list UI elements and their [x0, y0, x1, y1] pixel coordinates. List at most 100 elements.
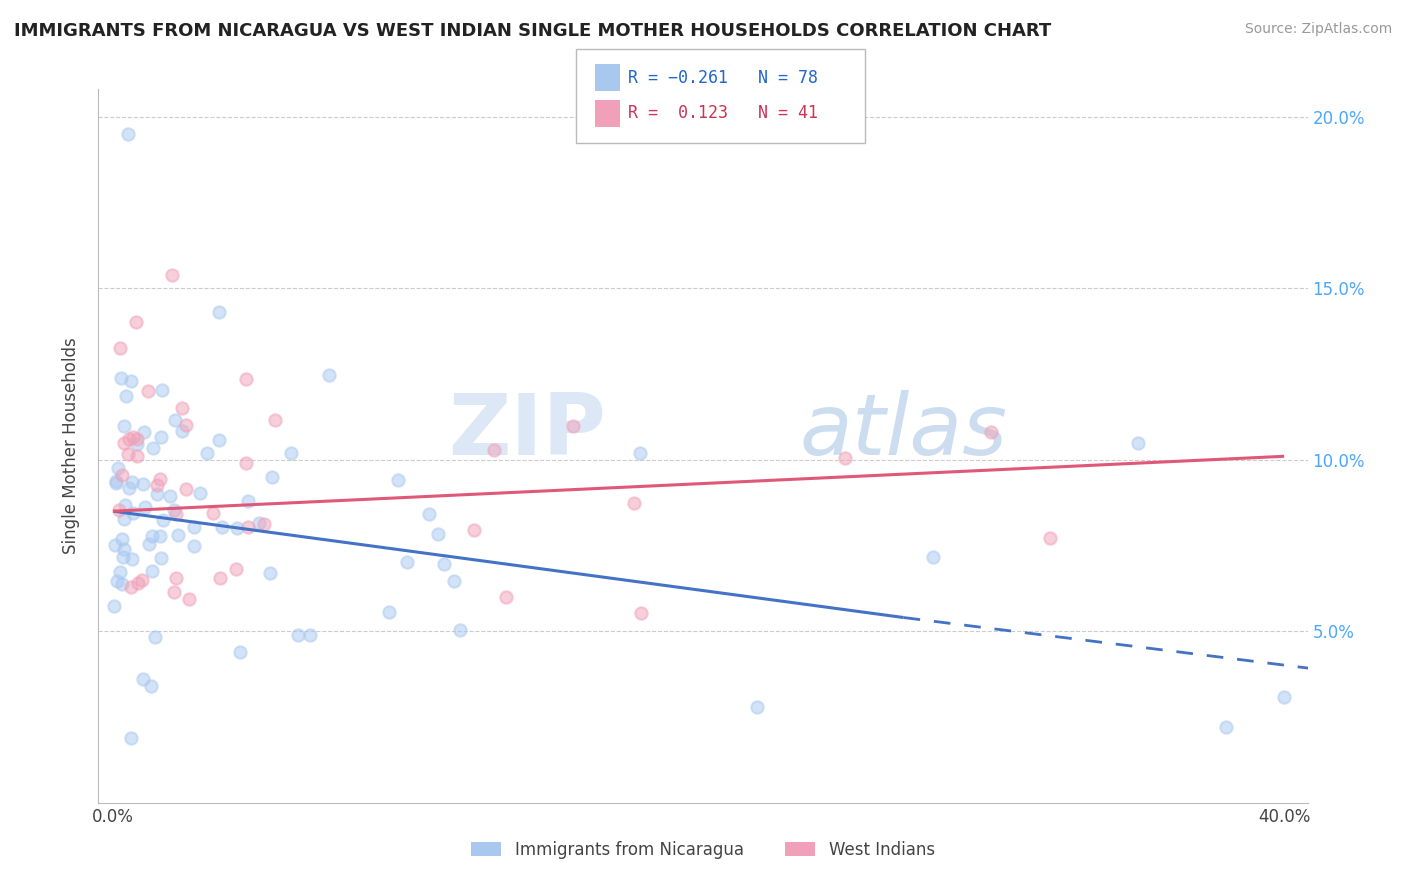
Point — [104, 474, 127, 488]
Point — [108, 565, 131, 579]
Point — [132, 425, 155, 439]
Point — [160, 268, 183, 282]
Point — [377, 605, 399, 619]
Point — [170, 401, 193, 416]
Point — [177, 592, 200, 607]
Text: R = −0.261   N = 78: R = −0.261 N = 78 — [628, 69, 818, 87]
Point — [150, 551, 173, 566]
Point — [628, 445, 651, 459]
Point — [141, 564, 163, 578]
Point — [630, 607, 652, 621]
Point — [111, 577, 134, 591]
Point — [122, 430, 145, 444]
Point — [235, 372, 257, 386]
Text: R =  0.123   N = 41: R = 0.123 N = 41 — [628, 104, 818, 122]
Point — [127, 576, 149, 591]
Point — [443, 574, 465, 588]
Point — [228, 644, 250, 658]
Point — [142, 441, 165, 455]
Text: atlas: atlas — [800, 390, 1008, 474]
Point — [287, 628, 309, 642]
Point — [149, 472, 172, 486]
Point — [163, 584, 186, 599]
Point — [834, 450, 856, 465]
Point — [112, 541, 135, 556]
Point — [107, 502, 129, 516]
Point — [172, 424, 194, 438]
Point — [131, 573, 153, 587]
Point — [117, 127, 139, 141]
Point — [174, 482, 197, 496]
Point — [208, 433, 231, 447]
Legend: Immigrants from Nicaragua, West Indians: Immigrants from Nicaragua, West Indians — [471, 840, 935, 859]
Point — [150, 430, 173, 444]
Point — [107, 460, 129, 475]
Point — [112, 436, 135, 450]
Point — [134, 500, 156, 515]
Point — [132, 476, 155, 491]
Point — [112, 419, 135, 434]
Point — [141, 529, 163, 543]
Point — [174, 418, 197, 433]
Point — [111, 532, 134, 546]
Point — [561, 418, 583, 433]
Point — [980, 425, 1002, 439]
Point — [225, 562, 247, 576]
Point — [1126, 436, 1149, 450]
Point — [463, 524, 485, 538]
Point — [146, 478, 169, 492]
Point — [260, 470, 283, 484]
Point — [118, 481, 141, 495]
Point — [114, 498, 136, 512]
Point — [484, 443, 506, 458]
Point — [127, 433, 149, 447]
Point — [105, 574, 128, 588]
Point — [127, 436, 149, 450]
Point — [236, 494, 259, 508]
Point — [211, 520, 233, 534]
Point — [433, 557, 456, 571]
Point — [387, 473, 409, 487]
Point — [120, 375, 142, 389]
Point — [259, 566, 281, 580]
Point — [921, 549, 943, 564]
Point — [114, 389, 136, 403]
Point — [121, 552, 143, 566]
Point — [183, 539, 205, 553]
Point — [120, 580, 142, 594]
Point — [149, 528, 172, 542]
Point — [299, 627, 322, 641]
Point — [165, 571, 187, 585]
Y-axis label: Single Mother Households: Single Mother Households — [62, 338, 80, 554]
Point — [121, 506, 143, 520]
Point — [1215, 719, 1237, 733]
Point — [208, 571, 231, 585]
Point — [127, 449, 149, 463]
Point — [103, 599, 125, 614]
Point — [427, 527, 450, 541]
Point — [208, 305, 231, 319]
Point — [152, 513, 174, 527]
Point — [449, 623, 471, 637]
Point — [747, 699, 769, 714]
Point — [159, 488, 181, 502]
Point — [108, 341, 131, 355]
Point — [1272, 690, 1295, 704]
Point — [236, 520, 259, 534]
Point — [111, 549, 134, 564]
Point — [150, 383, 173, 397]
Point — [318, 368, 340, 382]
Point — [183, 520, 205, 534]
Point — [138, 536, 160, 550]
Text: Source: ZipAtlas.com: Source: ZipAtlas.com — [1244, 22, 1392, 37]
Point — [623, 496, 645, 510]
Point — [136, 384, 159, 398]
Point — [143, 631, 166, 645]
Point — [495, 591, 517, 605]
Point — [253, 517, 276, 532]
Point — [132, 672, 155, 686]
Point — [226, 521, 249, 535]
Point — [117, 447, 139, 461]
Point — [104, 538, 127, 552]
Point — [247, 516, 270, 530]
